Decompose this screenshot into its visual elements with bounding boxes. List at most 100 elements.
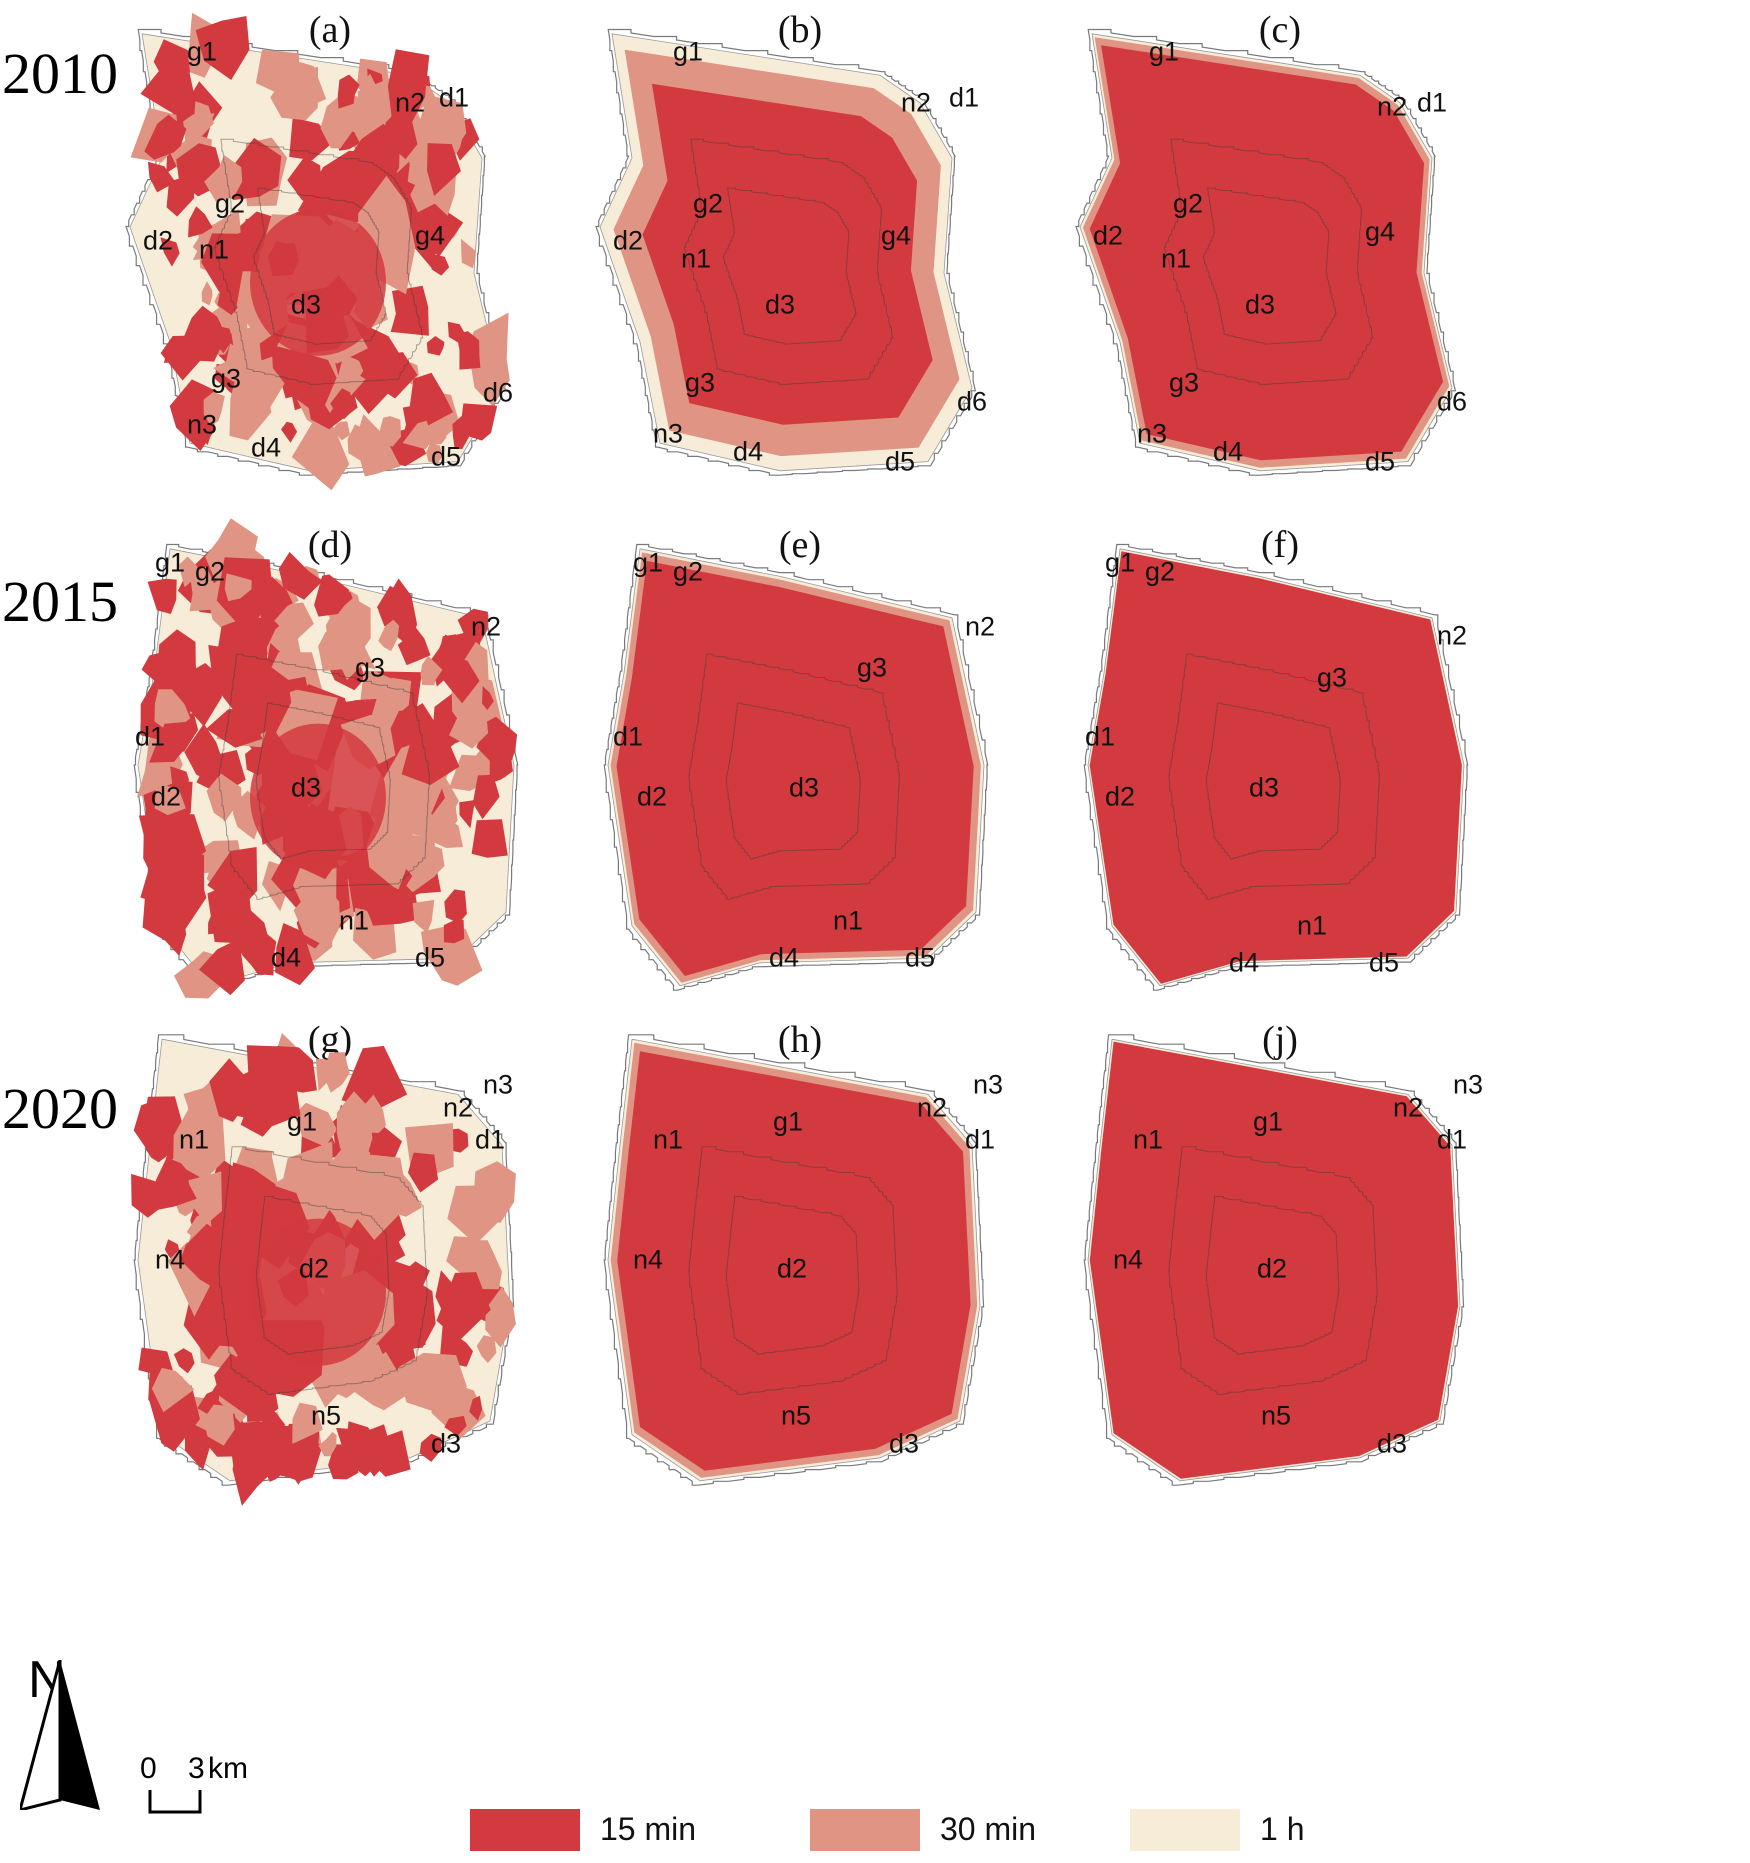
district-label-n2: n2: [1392, 1092, 1424, 1123]
isochrone-patch: [426, 336, 445, 356]
isochrone-patch: [213, 343, 249, 384]
isochrone-patch: [233, 662, 292, 733]
district-label-d5: d5: [1364, 446, 1396, 477]
isochrone-patch: [193, 101, 214, 140]
district-label-n5: n5: [310, 1400, 342, 1431]
isochrone-patch: [360, 671, 402, 734]
isochrone-patch: [444, 889, 467, 924]
district-label-g1: g1: [1148, 36, 1180, 67]
district-label-d1: d1: [948, 82, 980, 113]
district-label-n4: n4: [632, 1244, 664, 1275]
district-label-n2: n2: [394, 87, 426, 118]
district-label-n1: n1: [198, 234, 230, 265]
district-label-n2: n2: [964, 611, 996, 642]
isochrone-15min: [642, 83, 933, 425]
isochrone-patch: [459, 800, 476, 829]
district-label-g3: g3: [1316, 662, 1348, 693]
district-label-d1: d1: [1436, 1124, 1468, 1155]
district-label-g1: g1: [1104, 547, 1136, 578]
district-label-d3: d3: [888, 1428, 920, 1459]
isochrone-patch: [224, 573, 252, 602]
isochrone-15min-core: [250, 1218, 386, 1366]
isochrone-patch: [204, 155, 243, 202]
isochrone-patch: [287, 156, 323, 206]
isochrone-patch: [180, 305, 227, 362]
isochrone-patch: [220, 1162, 280, 1263]
district-label-d4: d4: [1228, 947, 1260, 978]
isochrone-patch: [144, 1136, 167, 1163]
district-label-d4: d4: [250, 432, 282, 463]
isochrone-patch: [144, 114, 187, 160]
isochrone-patch: [401, 718, 460, 785]
district-label-d4: d4: [768, 942, 800, 973]
isochrone-patch: [342, 106, 363, 129]
district-label-d3: d3: [764, 289, 796, 320]
isochrone-patch: [138, 814, 207, 879]
isochrone-patch: [355, 1153, 409, 1240]
inner-district-boundary: [1168, 653, 1381, 900]
district-label-n4: n4: [154, 1244, 186, 1275]
district-label-d1: d1: [474, 1124, 506, 1155]
district-label-n1: n1: [832, 905, 864, 936]
isochrone-patch: [390, 285, 429, 336]
district-label-n2: n2: [1376, 91, 1408, 122]
isochrone-patch: [274, 602, 314, 641]
map-panel-c: (c) g1 n2 d1 g2 d2 n1 g4 d3 g3 d6 n3 d4 d5: [1075, 9, 1480, 480]
isochrone-patch: [461, 238, 476, 269]
isochrone-patch: [421, 926, 483, 986]
isochrone-patch: [195, 16, 250, 80]
isochrone-patch: [154, 784, 186, 816]
district-label-g2: g2: [1144, 556, 1176, 587]
district-label-n1: n1: [178, 1124, 210, 1155]
isochrone-patch: [292, 1402, 323, 1444]
isochrone-patch: [333, 421, 351, 441]
year-label-2010: 2010: [2, 41, 118, 106]
isochrone-patch: [166, 174, 195, 217]
isochrone-patch: [281, 421, 298, 443]
isochrone-patch: [427, 143, 461, 196]
isochrone-patch: [223, 1087, 261, 1118]
isochrone-patch: [284, 353, 337, 417]
panel-letter: (a): [308, 9, 352, 51]
district-label-d3: d3: [290, 289, 322, 320]
district-boundary: [133, 1034, 515, 1486]
inner-district-boundary: [1205, 1195, 1340, 1355]
isochrone-patch: [355, 414, 401, 477]
district-label-g2: g2: [194, 556, 226, 587]
isochrone-15min-core: [250, 208, 386, 356]
inner-district-boundary: [218, 653, 431, 900]
map-panel-h: (h) n3 n2 d1 g1 n1 n4 d2 n5 d3: [600, 1019, 1003, 1490]
legend-label-1h: 1 h: [1260, 1811, 1305, 1847]
district-label-n2: n2: [900, 87, 932, 118]
district-label-g1: g1: [186, 36, 218, 67]
district-label-d1: d1: [134, 721, 166, 752]
district-label-d3: d3: [430, 1428, 462, 1459]
isochrone-15min: [1089, 45, 1444, 461]
isochrone-patch: [242, 1063, 301, 1127]
isochrone-patch: [337, 74, 360, 109]
district-label-d1: d1: [964, 1124, 996, 1155]
district-label-d2: d2: [298, 1253, 330, 1284]
isochrone-patch: [419, 1433, 442, 1462]
district-label-n1: n1: [1160, 243, 1192, 274]
legend-label-30min: 30 min: [940, 1811, 1037, 1847]
isochrone-15min: [1089, 1041, 1459, 1479]
isochrone-patch: [330, 388, 354, 420]
accessibility-map: [1083, 543, 1469, 991]
district-label-d6: d6: [482, 377, 514, 408]
accessibility-map: [133, 518, 519, 999]
isochrone-patch: [294, 1102, 338, 1147]
isochrone-patch: [231, 137, 282, 201]
scale-unit: km: [208, 1752, 248, 1785]
scale-bar: 0 3 km: [140, 1752, 300, 1850]
isochrone-patch: [264, 1453, 288, 1482]
isochrone-patch: [344, 1421, 388, 1477]
district-label-n4: n4: [1112, 1244, 1144, 1275]
district-label-g2: g2: [672, 556, 704, 587]
isochrone-patch: [199, 938, 245, 996]
accessibility-map: [131, 1033, 516, 1506]
district-label-g1: g1: [286, 1106, 318, 1137]
panel-letter: (d): [307, 524, 353, 566]
district-label-d3: d3: [1244, 289, 1276, 320]
